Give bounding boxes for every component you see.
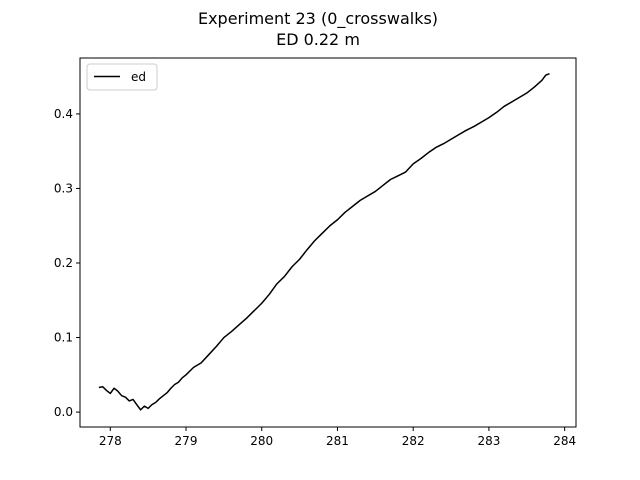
x-tick-label: 278 (99, 434, 122, 448)
chart-title: Experiment 23 (0_crosswalks) (198, 9, 438, 29)
legend: ed (86, 63, 158, 91)
x-tick-label: 279 (175, 434, 198, 448)
series-line-ed (98, 72, 550, 411)
x-tick-label: 282 (402, 434, 425, 448)
legend-box (86, 63, 158, 91)
chart-subtitle: ED 0.22 m (276, 30, 360, 49)
axes-frame (79, 57, 577, 428)
plot-area: 278 279 280 281 282 283 284 0.0 0.1 0.2 0.3 0.4 (54, 57, 577, 448)
y-tick-label: 0.1 (54, 331, 73, 345)
y-tick-label: 0.4 (54, 107, 73, 121)
y-tick-label: 0.3 (54, 181, 73, 195)
x-tick-label: 281 (326, 434, 349, 448)
y-tick-label: 0.2 (54, 256, 73, 270)
legend-label-ed: ed (131, 70, 146, 84)
x-tick-label: 280 (250, 434, 273, 448)
x-tick-label: 283 (477, 434, 500, 448)
y-tick-label: 0.0 (54, 405, 73, 419)
x-tick-label: 284 (553, 434, 576, 448)
